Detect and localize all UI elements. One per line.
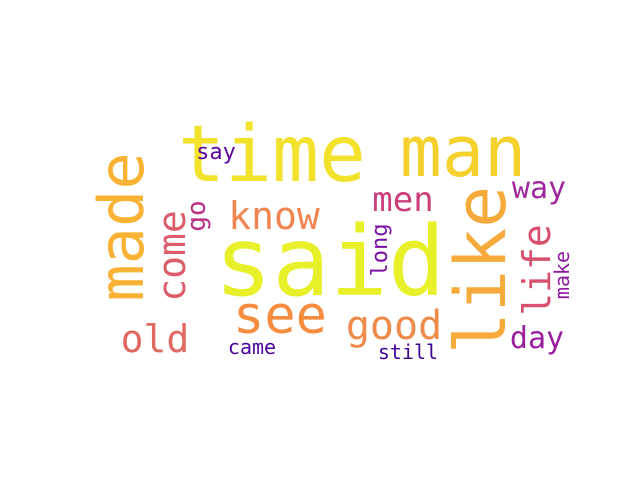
word-said: said <box>214 206 446 318</box>
word-man: man <box>399 111 527 193</box>
word-long: long <box>368 223 393 277</box>
word-made: made <box>85 152 158 302</box>
word-old: old <box>120 317 190 361</box>
word-time: time <box>178 110 366 200</box>
word-men: men <box>372 180 434 220</box>
word-see: see <box>233 286 327 346</box>
word-know: know <box>228 194 320 238</box>
word-make: make <box>550 250 574 300</box>
word-way: way <box>511 171 567 206</box>
word-like: like <box>440 185 522 355</box>
word-day: day <box>509 321 565 356</box>
word-say: say <box>196 140 236 165</box>
word-go: go <box>182 200 212 232</box>
word-good: good <box>345 303 443 349</box>
word-still: still <box>377 340 439 364</box>
word-came: came <box>227 335 277 359</box>
